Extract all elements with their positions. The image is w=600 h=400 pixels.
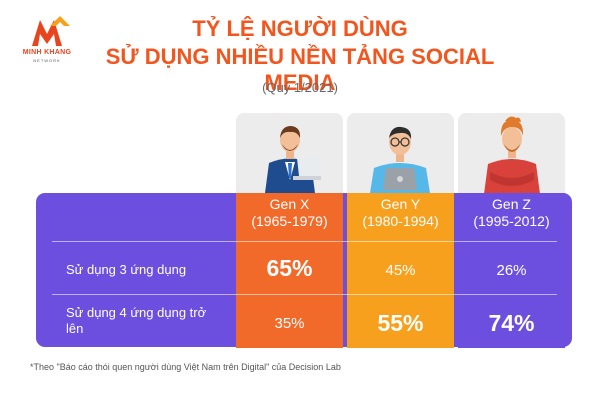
title-line-2: SỬ DỤNG NHIỀU NỀN TẢNG SOCIAL MEDIA — [105, 44, 495, 95]
header-gen-x-years: (1965-1979) — [251, 213, 328, 229]
logo-mark-icon — [32, 16, 70, 46]
value-gen-x-3-apps: 65% — [266, 255, 313, 281]
value-gen-y-4-apps: 55% — [377, 310, 424, 336]
value-gen-y-3-apps: 45% — [385, 262, 416, 279]
man-with-laptop-icon — [370, 126, 430, 193]
column-fill-gen-x — [236, 193, 343, 348]
row-divider-middle — [52, 294, 557, 295]
column-fill-gen-y — [347, 193, 454, 348]
header-gen-z: Gen Z (1995-2012) — [458, 196, 565, 230]
header-gen-z-name: Gen Z — [492, 196, 531, 212]
brand-name: MINH KHANG — [22, 49, 72, 56]
footnote: *Theo "Báo cáo thói quen người dùng Việt… — [30, 362, 341, 372]
title-line-1: TỶ LỆ NGƯỜI DÙNG — [192, 16, 408, 41]
brand-tagline: NETWORK — [33, 58, 61, 63]
brand-logo: MINH KHANG NETWORK — [12, 12, 82, 72]
row-divider-top — [52, 241, 557, 242]
header-gen-y-years: (1980-1994) — [362, 213, 439, 229]
value-gen-x-4-apps: 35% — [274, 315, 305, 332]
value-gen-z-4-apps: 74% — [488, 310, 535, 336]
businessman-with-laptop-icon — [265, 126, 321, 193]
header-gen-x: Gen X (1965-1979) — [236, 196, 343, 230]
header-gen-y: Gen Y (1980-1994) — [347, 196, 454, 230]
header-gen-y-name: Gen Y — [380, 196, 421, 212]
column-fill-gen-z — [458, 193, 565, 348]
header-gen-z-years: (1995-2012) — [473, 213, 550, 229]
row-label-4-apps: Sử dụng 4 ứng dụng trở lên — [66, 305, 207, 336]
young-man-crossed-arms-icon — [484, 116, 540, 194]
subtitle: (Quý 1/2021) — [262, 80, 338, 95]
header-gen-x-name: Gen X — [269, 196, 310, 212]
value-gen-z-3-apps: 26% — [496, 262, 527, 279]
row-label-3-apps: Sử dụng 3 ứng dụng — [66, 262, 187, 277]
